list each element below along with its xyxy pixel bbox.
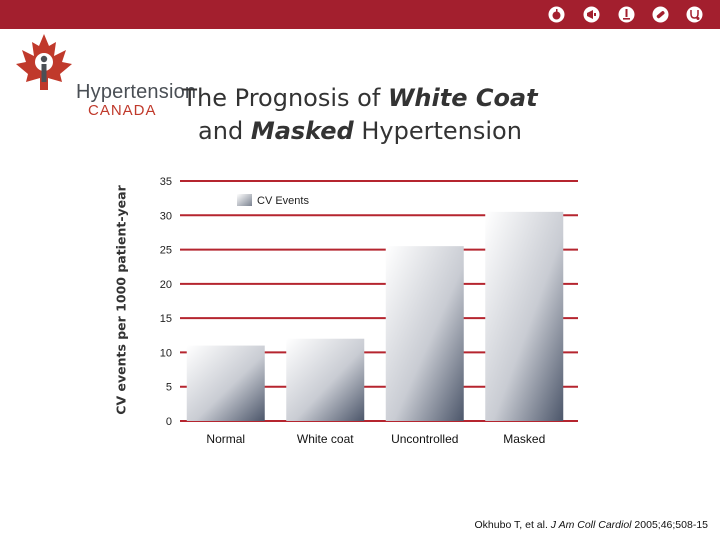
- x-tick-label: White coat: [297, 432, 354, 446]
- legend-swatch: [237, 194, 252, 206]
- x-tick-label: Masked: [503, 432, 545, 446]
- title-italic-masked: Masked: [250, 117, 354, 145]
- stethoscope-icon[interactable]: [686, 6, 703, 23]
- y-tick-label: 15: [160, 313, 172, 325]
- logo-text-canada: CANADA: [88, 102, 157, 119]
- logo-text-hypertension: Hypertension: [76, 81, 197, 103]
- x-tick-label: Normal: [206, 432, 245, 446]
- header-bar: [0, 0, 720, 29]
- bar-masked: [485, 211, 564, 421]
- citation-journal: J Am Coll Cardiol: [550, 519, 632, 531]
- y-tick-label: 25: [160, 245, 172, 257]
- hypertension-canada-logo: Hypertension CANADA: [14, 32, 196, 119]
- bar-normal: [186, 345, 265, 421]
- y-tick-label: 0: [166, 416, 172, 428]
- y-tick-label: 20: [160, 279, 172, 291]
- legend-label: CV Events: [257, 195, 309, 207]
- slide-title-line2: and Masked Hypertension: [198, 117, 522, 145]
- pill-icon[interactable]: [652, 6, 669, 23]
- bar-uncontrolled: [385, 246, 464, 421]
- y-tick-label: 35: [160, 176, 172, 188]
- megaphone-icon[interactable]: [583, 6, 600, 23]
- y-tick-label: 5: [166, 382, 172, 394]
- apple-icon[interactable]: [548, 6, 565, 23]
- microscope-icon[interactable]: [618, 6, 635, 23]
- maple-leaf-icon: [16, 34, 72, 90]
- citation: Okhubo T, et al. J Am Coll Cardiol 2005;…: [474, 519, 708, 531]
- slide-title: The Prognosis of White Coat and Masked H…: [160, 82, 560, 148]
- x-tick-label: Uncontrolled: [391, 432, 458, 446]
- bar-white-coat: [286, 338, 365, 421]
- y-tick-label: 10: [160, 347, 172, 359]
- title-italic-white-coat: White Coat: [387, 84, 538, 112]
- slide-title-line1: The Prognosis of White Coat: [182, 84, 538, 112]
- y-tick-label: 30: [160, 210, 172, 222]
